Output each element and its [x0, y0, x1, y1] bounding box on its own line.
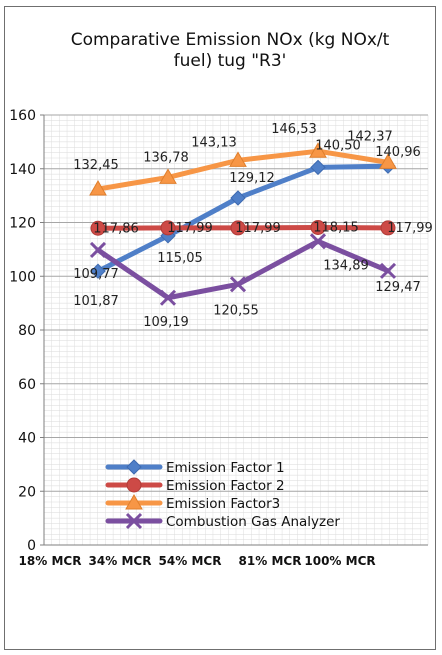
x-tick-label: 34% MCR: [89, 554, 152, 568]
emission-factor-1-data-label: 129,12: [229, 171, 275, 186]
emission-factor-3-data-label: 143,13: [191, 135, 237, 150]
emission-factor-2-data-label: 117,99: [235, 221, 281, 236]
emission-factor-3-data-label: 136,78: [143, 150, 189, 165]
emission-factor-2-data-label: 118,15: [313, 220, 359, 235]
emission-factor-3-point: [229, 151, 247, 167]
combustion-gas-analyzer-data-label: 134,89: [323, 258, 369, 273]
emission-factor-3-data-label: 132,45: [73, 158, 119, 173]
x-tick-label: 81% MCR: [239, 554, 302, 568]
emission-factor-1-point: [230, 190, 246, 206]
series-layer: [89, 142, 397, 306]
emission-factor-2-data-label: 117,99: [167, 221, 213, 236]
combustion-gas-analyzer-legend-marker: [125, 512, 143, 530]
emission-factor-3-legend-marker: [125, 493, 143, 510]
y-tick-label: 40: [18, 431, 36, 447]
emission-factor-1-data-label: 115,05: [157, 251, 203, 266]
emission-factor-2-legend-label: Emission Factor 2: [166, 478, 285, 494]
emission-factor-1-point: [90, 263, 106, 279]
combustion-gas-analyzer-point: [379, 262, 397, 279]
x-marker-stroke: [159, 289, 177, 306]
combustion-gas-analyzer-point: [229, 276, 247, 293]
y-tick-label: 120: [9, 216, 36, 232]
y-tick-label: 160: [9, 108, 36, 124]
combustion-gas-analyzer-point: [159, 289, 177, 306]
x-tick-label: 100% MCR: [304, 554, 375, 568]
emission-factor-2-point: [230, 220, 246, 236]
combustion-gas-analyzer-data-label: 109,77: [73, 267, 119, 282]
x-tick-label: 18% MCR: [19, 554, 82, 568]
y-tick-label: 20: [18, 484, 36, 500]
emission-factor-3-point: [379, 153, 397, 169]
axis-layer: 0 20 40 60 80 100 120 140 160 18% MCR 34% MCR 54% M…: [9, 108, 428, 568]
emission-factor-3-data-label: 142,37: [347, 129, 393, 144]
combustion-gas-analyzer-point: [89, 241, 107, 259]
x-marker-stroke: [379, 262, 397, 279]
emission-factor-1-data-label: 140,96: [375, 145, 421, 160]
emission-factor-2-legend-marker: [126, 477, 142, 493]
emission-factor-3-data-label: 146,53: [271, 122, 317, 137]
emission-factor-1-data-label: 101,87: [73, 294, 119, 309]
y-tick-label: 140: [9, 162, 36, 178]
emission-factor-3-point: [309, 142, 327, 158]
emission-factor-2-data-label: 117,86: [93, 221, 139, 236]
emission-factor-3-point: [159, 168, 177, 184]
emission-factor-3-legend-label: Emission Factor3: [166, 496, 280, 512]
y-tick-label: 60: [18, 377, 36, 393]
emission-factor-2-point: [90, 220, 106, 236]
combustion-gas-analyzer-data-label: 129,47: [375, 280, 421, 295]
emission-factor-1-point: [310, 159, 326, 176]
y-tick-label: 80: [18, 323, 36, 339]
chart-frame: [4, 6, 436, 650]
combustion-gas-analyzer-legend-label: Combustion Gas Analyzer: [166, 514, 340, 530]
y-tick-label: 100: [9, 269, 36, 285]
x-marker-stroke: [89, 241, 107, 259]
combustion-gas-analyzer-data-label: 109,19: [143, 315, 189, 330]
emission-factor-1-legend-label: Emission Factor 1: [166, 460, 285, 476]
emission-factor-2-point: [310, 219, 326, 235]
x-marker-stroke: [125, 512, 143, 530]
emission-factor-2-point: [160, 220, 176, 236]
x-marker-stroke: [229, 276, 247, 293]
x-tick-label: 54% MCR: [159, 554, 222, 568]
emission-factor-2-point: [380, 220, 396, 236]
combustion-gas-analyzer-data-label: 120,55: [213, 303, 259, 318]
chart-title: Comparative Emission NOx (kg NOx/t fuel)…: [70, 30, 390, 71]
emission-factor-1-legend-marker: [126, 459, 142, 475]
legend-layer: Emission Factor 1 Emission Factor 2 Emissi…: [105, 459, 340, 530]
combustion-gas-analyzer-point: [309, 233, 327, 250]
x-marker-stroke: [309, 233, 327, 250]
y-tick-label: 0: [27, 538, 36, 554]
emission-factor-2-data-label: 117,99: [387, 221, 433, 236]
label-layer: 101,87 115,05 129,12 140,50 140,96 117,86 117,…: [73, 122, 433, 330]
grid-layer: [43, 114, 429, 546]
emission-factor-1-data-label: 140,50: [315, 138, 361, 153]
emission-factor-3-point: [89, 180, 107, 196]
